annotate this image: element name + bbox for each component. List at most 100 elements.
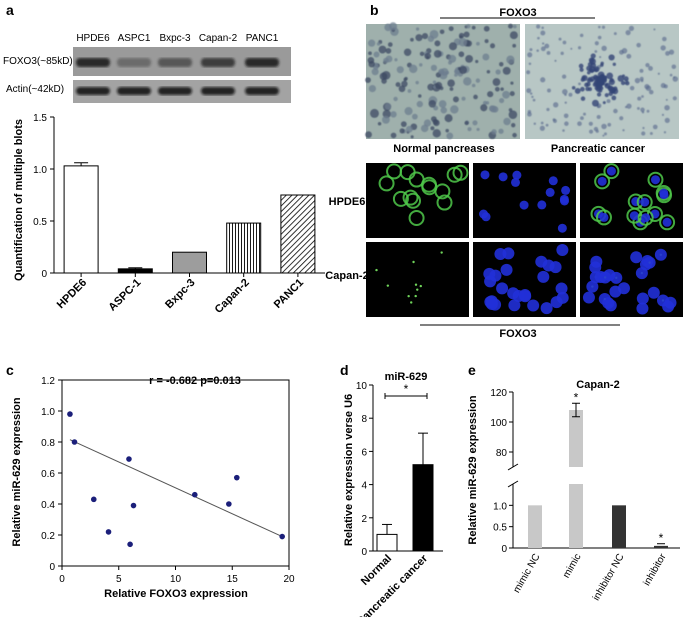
chart-a-bar bbox=[280, 194, 316, 274]
chart-a-xtick-label: Bxpc-3 bbox=[163, 277, 197, 311]
blot-lane-aspc1: ASPC1 bbox=[118, 33, 151, 44]
blot-band-actin bbox=[117, 87, 151, 95]
chart-e-bar bbox=[654, 545, 668, 548]
chart-a: 0 0.5 1.0 1.5 HPDE6 ASPC-1 Bxpc-3 Capan-2 PANC1 bbox=[33, 113, 325, 316]
panel-a-label: a bbox=[6, 2, 14, 18]
chart-c-point bbox=[233, 474, 240, 481]
chart-a-bar bbox=[63, 165, 99, 274]
chart-d-bar bbox=[412, 464, 434, 552]
chart-c-xtick-label: 20 bbox=[283, 574, 295, 585]
blot-band-foxo3 bbox=[158, 58, 192, 67]
chart-c-point bbox=[226, 501, 232, 507]
chart-c-ytick-label: 0.2 bbox=[41, 531, 55, 542]
panel-c-label: c bbox=[6, 362, 14, 378]
chart-c-point bbox=[90, 496, 97, 503]
chart-d-ytick-label: 2 bbox=[361, 514, 367, 525]
chart-c-point bbox=[130, 502, 137, 509]
blot-lane-capan-2: Capan-2 bbox=[199, 33, 238, 44]
chart-e-xtick-label: mimic bbox=[561, 552, 584, 580]
chart-e-ytick-label: 1.0 bbox=[493, 501, 507, 512]
chart-c-frame bbox=[61, 379, 290, 567]
chart-e-xtick-label: mimic NC bbox=[511, 552, 542, 595]
blot-lane-hpde6: HPDE6 bbox=[76, 33, 110, 44]
chart-d-ytick-label: 4 bbox=[361, 481, 367, 492]
if-tile bbox=[366, 242, 469, 317]
blot-band-actin bbox=[76, 87, 110, 95]
chart-d-ytick-label: 0 bbox=[361, 547, 367, 558]
chart-a-ytick-label: 0.5 bbox=[33, 217, 47, 228]
chart-e-axis-break bbox=[507, 480, 519, 488]
chart-a-ytick-label: 0 bbox=[41, 269, 47, 280]
chart-c-point bbox=[105, 529, 112, 535]
chart-d-bar bbox=[376, 533, 398, 552]
chart-c-ytick-label: 1.0 bbox=[41, 407, 55, 418]
if-row-label-capan2: Capan-2 bbox=[325, 270, 368, 282]
chart-c-xtick-label: 15 bbox=[227, 574, 239, 585]
ihc-cancer-image bbox=[525, 24, 679, 139]
blot-band-actin bbox=[245, 87, 279, 95]
chart-c-point bbox=[126, 456, 132, 462]
chart-d-ytick-label: 10 bbox=[356, 381, 368, 392]
chart-e-axis-break bbox=[507, 463, 519, 471]
blot-lane-labels: HPDE6 ASPC1 Bxpc-3 Capan-2 PANC1 bbox=[76, 33, 278, 44]
chart-e: 80 100 120 0 0.5 1.0 mimic NC * mimic inhibitor N… bbox=[490, 388, 680, 603]
chart-d-ytick-label: 8 bbox=[361, 414, 367, 425]
if-row-label-hpde6: HPDE6 bbox=[329, 196, 366, 208]
chart-d-ylabel: Relative expression verse U6 bbox=[343, 394, 355, 546]
chart-e-ytick-label: 80 bbox=[496, 448, 508, 459]
chart-c-point bbox=[191, 491, 198, 498]
chart-d-sig-star: * bbox=[404, 382, 409, 396]
chart-e-sig-star: * bbox=[574, 390, 579, 404]
ihc-normal-image bbox=[365, 22, 520, 140]
blot-band-foxo3 bbox=[201, 58, 235, 67]
chart-a-xtick-label: ASPC-1 bbox=[106, 277, 143, 314]
chart-a-bar bbox=[117, 268, 153, 274]
blot-band-actin bbox=[158, 87, 192, 95]
immunofluorescence-images bbox=[366, 163, 683, 317]
western-blot-image bbox=[73, 47, 291, 103]
panel-e-label: e bbox=[468, 362, 476, 378]
ihc-caption-normal: Normal pancreases bbox=[393, 143, 495, 155]
panel-d-label: d bbox=[340, 362, 349, 378]
blot-band-foxo3 bbox=[76, 58, 110, 67]
chart-a-xtick-label: PANC1 bbox=[272, 277, 306, 311]
chart-e-xtick-label: inhibitor bbox=[642, 551, 669, 587]
chart-c-point bbox=[127, 541, 133, 548]
chart-a-xtick-label: HPDE6 bbox=[55, 277, 89, 311]
chart-c-xtick-label: 10 bbox=[170, 574, 182, 585]
chart-c-ytick-label: 0.6 bbox=[41, 469, 55, 480]
blot-band-actin bbox=[201, 87, 235, 95]
chart-e-ytick-label: 120 bbox=[490, 388, 507, 399]
chart-e-ytick-label: 100 bbox=[490, 418, 507, 429]
chart-e-ytick-label: 0 bbox=[501, 544, 507, 555]
ihc-title: FOXO3 bbox=[499, 7, 536, 19]
chart-c-ylabel: Relative miR-629 expression bbox=[11, 397, 23, 546]
chart-a-ylabel: Quantification of multiple blots bbox=[13, 119, 25, 281]
chart-e-ytick-label: 0.5 bbox=[493, 523, 507, 534]
blot-lane-panc1: PANC1 bbox=[246, 33, 279, 44]
ihc-caption-cancer: Pancreatic cancer bbox=[551, 143, 646, 155]
chart-d-ytick-label: 6 bbox=[361, 447, 367, 458]
chart-e-bar bbox=[528, 505, 542, 548]
chart-e-sig-star: * bbox=[659, 531, 664, 545]
blot-band-foxo3 bbox=[117, 58, 151, 67]
chart-e-ylabel: Relative miR-629 expression bbox=[467, 395, 479, 544]
chart-e-title: Capan-2 bbox=[576, 379, 619, 391]
chart-a-ytick-label: 1.0 bbox=[33, 165, 47, 176]
chart-a-bar bbox=[226, 222, 262, 274]
if-footer: FOXO3 bbox=[499, 328, 536, 340]
blot-lane-bxpc-3: Bxpc-3 bbox=[159, 33, 191, 44]
chart-c-point bbox=[67, 411, 73, 417]
chart-a-bar bbox=[172, 251, 207, 274]
chart-e-bar bbox=[612, 505, 626, 548]
blot-band-foxo3 bbox=[245, 58, 279, 67]
panel-b-label: b bbox=[370, 2, 379, 18]
chart-c-point bbox=[71, 439, 78, 445]
chart-c-ytick-label: 0 bbox=[49, 562, 55, 573]
chart-a-xtick-label: Capan-2 bbox=[213, 277, 252, 316]
chart-c-ytick-label: 0.8 bbox=[41, 438, 55, 449]
chart-d-title: miR-629 bbox=[385, 371, 428, 383]
chart-a-ytick-label: 1.5 bbox=[33, 113, 47, 124]
chart-e-xtick-label: inhibitor NC bbox=[591, 552, 627, 603]
